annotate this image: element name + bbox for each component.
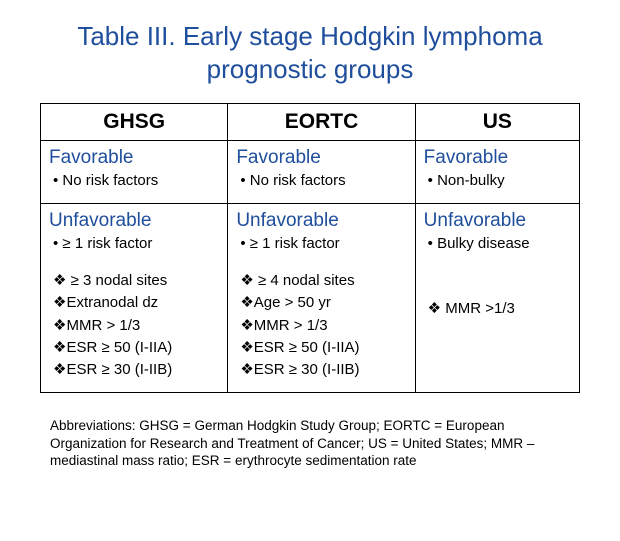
favorable-label: Favorable — [424, 147, 571, 169]
us-unfav-b0: ❖ MMR >1/3 — [428, 299, 571, 319]
ghsg-unfav-b4: ❖ESR ≥ 30 (I-IIB) — [53, 360, 219, 380]
cell-eortc-unfav: Unfavorable • ≥ 1 risk factor ❖ ≥ 4 noda… — [228, 203, 415, 393]
cell-us-unfav: Unfavorable • Bulky disease ❖ MMR >1/3 — [415, 203, 579, 393]
us-unfav-top: • Bulky disease — [428, 234, 571, 254]
ghsg-unfav-top: • ≥ 1 risk factor — [53, 234, 219, 254]
spacer — [424, 283, 571, 297]
eortc-unfav-b1: ❖Age > 50 yr — [240, 293, 406, 313]
eortc-fav-item: • No risk factors — [240, 171, 406, 191]
cell-ghsg-unfav: Unfavorable • ≥ 1 risk factor ❖ ≥ 3 noda… — [41, 203, 228, 393]
eortc-unfav-b3: ❖ESR ≥ 50 (I-IIA) — [240, 338, 406, 358]
ghsg-unfav-b3: ❖ESR ≥ 50 (I-IIA) — [53, 338, 219, 358]
favorable-label: Favorable — [236, 147, 406, 169]
us-fav-item: • Non-bulky — [428, 171, 571, 191]
table-title: Table III. Early stage Hodgkin lymphoma … — [30, 20, 590, 85]
spacer — [236, 255, 406, 269]
eortc-unfav-b4: ❖ESR ≥ 30 (I-IIB) — [240, 360, 406, 380]
unfavorable-label: Unfavorable — [236, 210, 406, 232]
ghsg-unfav-b2: ❖MMR > 1/3 — [53, 316, 219, 336]
cell-ghsg-fav: Favorable • No risk factors — [41, 141, 228, 204]
eortc-unfav-b2: ❖MMR > 1/3 — [240, 316, 406, 336]
abbreviations: Abbreviations: GHSG = German Hodgkin Stu… — [50, 417, 570, 470]
ghsg-unfav-b0: ❖ ≥ 3 nodal sites — [53, 271, 219, 291]
unfavorable-row: Unfavorable • ≥ 1 risk factor ❖ ≥ 3 noda… — [41, 203, 580, 393]
favorable-label: Favorable — [49, 147, 219, 169]
cell-us-fav: Favorable • Non-bulky — [415, 141, 579, 204]
prognostic-table: GHSG EORTC US Favorable • No risk factor… — [40, 103, 580, 393]
col-header-us: US — [415, 104, 579, 141]
ghsg-fav-item: • No risk factors — [53, 171, 219, 191]
spacer — [424, 269, 571, 283]
spacer — [424, 255, 571, 269]
cell-eortc-fav: Favorable • No risk factors — [228, 141, 415, 204]
header-row: GHSG EORTC US — [41, 104, 580, 141]
eortc-unfav-top: • ≥ 1 risk factor — [240, 234, 406, 254]
spacer — [49, 255, 219, 269]
col-header-ghsg: GHSG — [41, 104, 228, 141]
unfavorable-label: Unfavorable — [49, 210, 219, 232]
favorable-row: Favorable • No risk factors Favorable • … — [41, 141, 580, 204]
unfavorable-label: Unfavorable — [424, 210, 571, 232]
eortc-unfav-b0: ❖ ≥ 4 nodal sites — [240, 271, 406, 291]
col-header-eortc: EORTC — [228, 104, 415, 141]
ghsg-unfav-b1: ❖Extranodal dz — [53, 293, 219, 313]
